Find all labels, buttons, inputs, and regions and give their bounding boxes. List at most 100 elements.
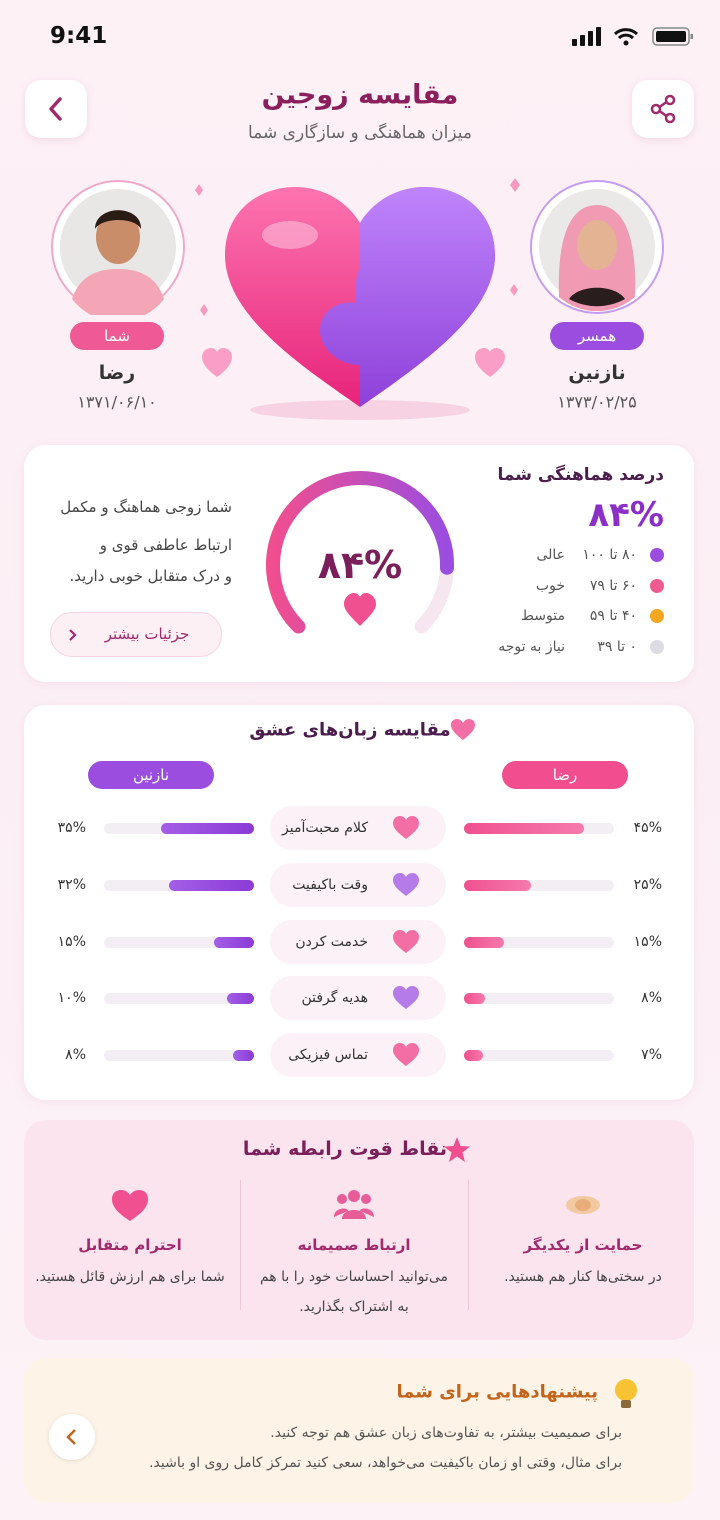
value-label-you: ۱۵% — [633, 933, 662, 950]
chevron — [66, 1429, 76, 1445]
track — [464, 879, 614, 891]
strength-icon-shape — [361, 1194, 371, 1204]
value-label-partner: ۳۲% — [57, 876, 86, 893]
column-header-partner: نازنین — [88, 761, 214, 789]
track — [464, 993, 614, 1005]
suggestion-line: برای مثال، وقتی او زمان باکیفیت می‌خواهد… — [149, 1455, 622, 1471]
bar-you — [464, 936, 504, 948]
legend-label: متوسط — [521, 608, 565, 624]
legend-range: ۸۰ تا ۱۰۰ — [582, 547, 637, 563]
bulb-icon — [615, 1379, 637, 1408]
strength-icon-shape — [348, 1190, 360, 1202]
language-icon-shape — [393, 986, 419, 1010]
suggestions-nav-button[interactable] — [49, 1414, 95, 1460]
status-time: 9:41 — [50, 23, 108, 49]
strength-icon-shape — [334, 1208, 374, 1219]
legend-label: نیاز به توجه — [498, 638, 565, 655]
description-line: و درک متقابل خوبی دارید. — [69, 567, 232, 585]
language-label: تماس فیزیکی — [288, 1047, 368, 1064]
language-icon — [393, 1043, 419, 1067]
bar-partner — [168, 879, 254, 891]
column-header-you: رضا — [502, 761, 628, 789]
strengths-card — [24, 1120, 694, 1340]
strength-icon — [334, 1190, 374, 1219]
badge-partner: همسر — [550, 322, 644, 350]
legend-range: ۰ تا ۳۹ — [597, 638, 637, 655]
birth-date-you: ۱۳۷۱/۰۶/۱۰ — [77, 392, 157, 412]
birth-date-partner: ۱۳۷۳/۰۲/۲۵ — [557, 392, 637, 412]
name-partner: نازنین — [568, 362, 626, 384]
status-icons — [572, 27, 693, 46]
page-title: مقایسه زوجین — [261, 79, 459, 111]
gauge — [266, 471, 454, 634]
value-label-you: ۸% — [641, 990, 662, 1007]
language-label: وقت باکیفیت — [292, 876, 368, 893]
track — [104, 936, 254, 948]
strength-text: شما برای هم ارزش قائل هستید. — [35, 1269, 225, 1285]
value-label-partner: ۸% — [65, 1047, 86, 1064]
back-button[interactable] — [25, 80, 87, 138]
strength-icon — [112, 1190, 148, 1221]
strength-text: می‌توانید احساسات خود را با هم به اشتراک… — [259, 1269, 448, 1315]
details-button[interactable]: جزئیات بیشتر — [50, 612, 222, 657]
strength-title: ارتباط صمیمانه — [297, 1236, 411, 1254]
suggestion-line: برای صمیمیت بیشتر، به تفاوت‌های زبان عشق… — [270, 1425, 622, 1441]
suggestions-card — [24, 1358, 694, 1503]
gauge-fill — [266, 471, 454, 634]
language-icon — [393, 816, 419, 839]
divider — [468, 1180, 469, 1310]
back-icon — [49, 97, 62, 121]
badge-you: شما — [70, 322, 164, 350]
language-icon — [393, 929, 419, 953]
compatibility-value: ۸۴% — [588, 495, 664, 535]
language-icon — [393, 986, 419, 1010]
language-label: کلام محبت‌آمیز — [282, 820, 368, 836]
compatibility-title: درصد هماهنگی شما — [497, 465, 664, 485]
legend-dot — [650, 578, 664, 593]
language-icon-shape — [393, 872, 419, 896]
avatar-partner — [530, 180, 664, 314]
bar-partner — [227, 993, 254, 1005]
value-label-partner: ۱۵% — [57, 933, 86, 950]
value-label-you: ۷% — [641, 1047, 662, 1064]
legend-dot — [650, 639, 664, 654]
share-button[interactable] — [632, 80, 694, 138]
strength-icon-shape — [112, 1190, 148, 1221]
strength-icon — [566, 1196, 600, 1214]
bar-partner — [214, 936, 254, 948]
name-you: رضا — [98, 362, 136, 384]
legend-dot — [650, 548, 664, 562]
legend-range: ۴۰ تا ۵۹ — [589, 608, 637, 624]
bar-partner — [160, 823, 254, 834]
share-icon — [650, 94, 676, 124]
strength-title: احترام متقابل — [78, 1236, 182, 1254]
language-label: هدیه گرفتن — [301, 990, 368, 1007]
track — [464, 1050, 614, 1062]
track — [104, 1050, 254, 1062]
description-line: ارتباط عاطفی قوی و — [99, 536, 232, 554]
value-label-you: ۴۵% — [633, 820, 662, 836]
chevron — [69, 629, 77, 641]
description-line: شما زوجی هماهنگ و مکمل — [60, 498, 232, 516]
language-label: خدمت کردن — [295, 933, 368, 950]
language-icon-shape — [393, 816, 419, 839]
strengths-title: نقاط قوت رابطه شما — [242, 1138, 448, 1160]
language-icon-shape — [393, 1043, 419, 1067]
strength-icon-shape — [337, 1194, 347, 1204]
divider — [240, 1180, 241, 1310]
value-label-you: ۲۵% — [633, 876, 662, 893]
bar-you — [464, 879, 531, 891]
details-button-label: جزئیات بیشتر — [104, 625, 190, 643]
value-label-partner: ۱۰% — [57, 990, 86, 1007]
legend-dot — [650, 609, 664, 623]
page-subtitle: میزان هماهنگی و سازگاری شما — [248, 123, 472, 143]
track — [464, 936, 614, 948]
legend-range: ۶۰ تا ۷۹ — [589, 577, 637, 594]
language-icon-shape — [393, 929, 419, 953]
bar-you — [464, 823, 584, 834]
star-icon — [444, 1137, 470, 1162]
value-label-partner: ۳۵% — [57, 820, 86, 836]
heart-icon — [451, 719, 475, 740]
language-icon — [393, 872, 419, 896]
